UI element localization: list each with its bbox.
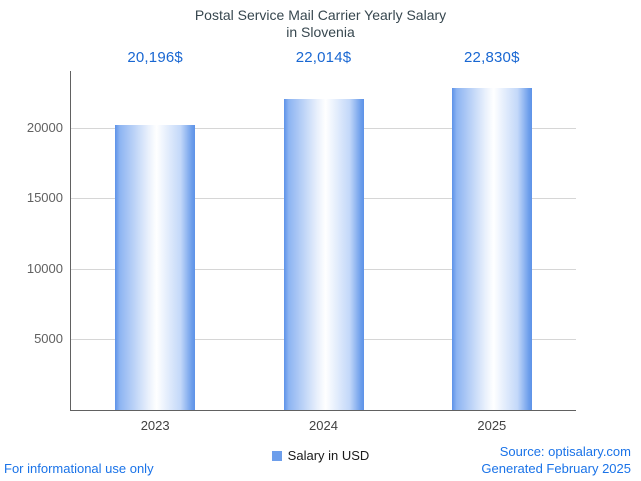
plot-area: 5000 10000 15000 20000 2023 20,196$ 2024 22,014… (27, 49, 576, 433)
legend-marker-icon (271, 450, 282, 461)
bar-value-label: 22,830$ (464, 49, 520, 66)
bar (451, 87, 532, 410)
legend-label: Salary in USD (287, 448, 370, 463)
y-axis-tick-label: 15000 (26, 190, 63, 206)
x-axis-category-label: 2025 (477, 418, 507, 433)
bar-value-label: 22,014$ (295, 49, 352, 66)
disclaimer-text: For informational use only (4, 461, 154, 476)
chart-legend: Salary in USD (0, 448, 641, 463)
source-attribution: Source: optisalary.com Generated Februar… (481, 443, 631, 477)
bar (283, 99, 364, 410)
bar (115, 124, 196, 410)
chart-title-line2: in Slovenia (286, 24, 355, 40)
chart-title: Postal Service Mail Carrier Yearly Salar… (0, 7, 641, 41)
bar-value-label: 20,196$ (127, 49, 183, 66)
y-axis-tick-label: 5000 (34, 331, 63, 347)
x-axis-category-label: 2023 (140, 418, 170, 433)
source-text: Source: optisalary.com (499, 444, 631, 459)
y-axis-tick-label: 10000 (26, 260, 63, 276)
y-axis-tick-label: 20000 (26, 119, 63, 135)
chart-title-line1: Postal Service Mail Carrier Yearly Salar… (194, 7, 447, 23)
generated-text: Generated February 2025 (481, 461, 631, 476)
x-axis-category-label: 2024 (309, 418, 338, 433)
